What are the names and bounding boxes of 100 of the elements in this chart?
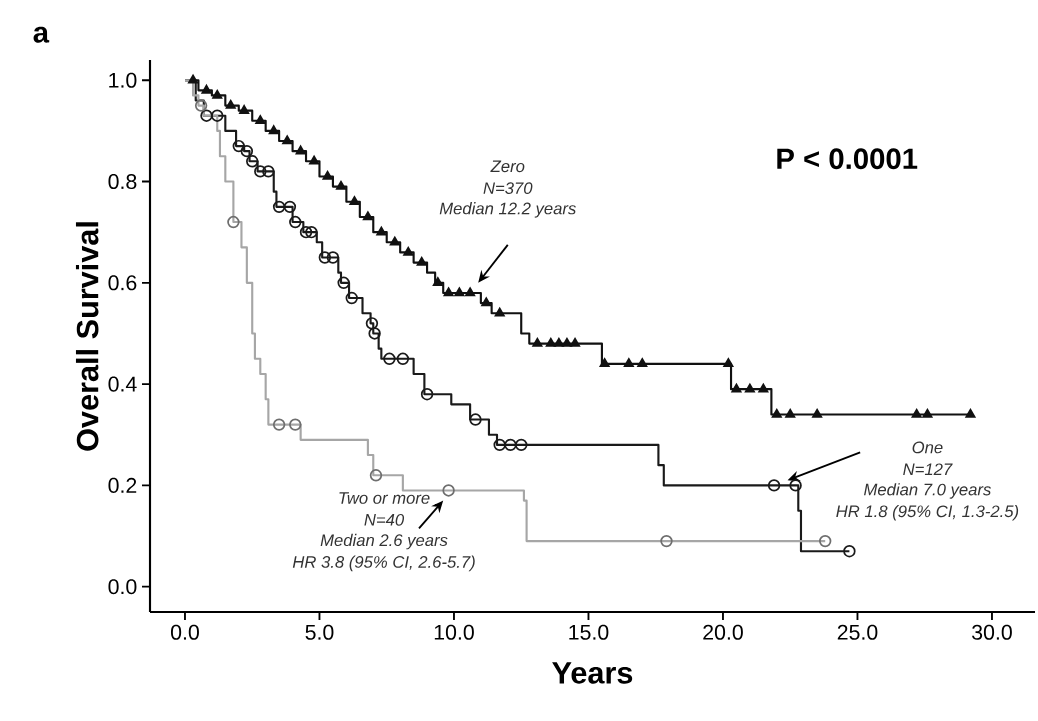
point bbox=[268, 125, 279, 135]
y-tick-label: 1.0 bbox=[109, 72, 137, 88]
point bbox=[561, 337, 572, 347]
point bbox=[389, 236, 400, 246]
x-tick-label: 30.0 bbox=[972, 624, 1012, 640]
point bbox=[553, 337, 564, 347]
annotation: HR 3.8 (95% CI, 2.6-5.7) bbox=[292, 555, 475, 572]
point bbox=[420, 388, 434, 401]
y-tick-label: 0.8 bbox=[108, 173, 137, 190]
point bbox=[295, 145, 306, 155]
point bbox=[239, 104, 250, 114]
point bbox=[442, 484, 455, 497]
point bbox=[246, 155, 259, 168]
point bbox=[200, 109, 213, 122]
x-tick-label: 15.0 bbox=[569, 624, 609, 640]
point bbox=[454, 287, 465, 297]
point bbox=[369, 469, 383, 482]
point bbox=[349, 196, 360, 206]
y-tick-label: 0.6 bbox=[108, 275, 137, 291]
point bbox=[965, 408, 976, 418]
point bbox=[403, 246, 414, 256]
y-tick-label: 0.2 bbox=[108, 477, 137, 493]
point bbox=[416, 256, 427, 266]
annotation: P < 0.0001 bbox=[777, 148, 918, 170]
point bbox=[481, 297, 492, 307]
point bbox=[789, 479, 802, 492]
point bbox=[262, 165, 275, 178]
point bbox=[599, 358, 610, 368]
y-tick-label: 0.0 bbox=[108, 579, 137, 595]
point bbox=[254, 165, 267, 178]
point bbox=[443, 287, 454, 297]
point bbox=[785, 408, 796, 418]
y-axis-title: Overall Survival bbox=[75, 222, 99, 451]
point bbox=[305, 225, 318, 239]
x-tick-label: 5.0 bbox=[305, 624, 334, 640]
point bbox=[744, 383, 755, 393]
x-tick-label: 25.0 bbox=[837, 624, 878, 640]
point bbox=[283, 200, 297, 214]
point bbox=[299, 225, 313, 239]
point bbox=[318, 251, 332, 264]
annotation: Median 7.0 years bbox=[864, 483, 991, 499]
x-tick-label: 20.0 bbox=[703, 624, 743, 640]
x-tick-label: 0.0 bbox=[170, 624, 199, 640]
point bbox=[212, 89, 223, 99]
point bbox=[569, 337, 581, 347]
point bbox=[225, 99, 236, 109]
point bbox=[493, 438, 506, 452]
point bbox=[289, 418, 302, 431]
point bbox=[432, 277, 443, 287]
point bbox=[345, 291, 358, 305]
point bbox=[194, 99, 208, 112]
point bbox=[469, 413, 482, 426]
point bbox=[767, 479, 781, 492]
point bbox=[532, 337, 543, 347]
point bbox=[812, 408, 823, 418]
point bbox=[272, 418, 286, 431]
chart-title: a bbox=[33, 26, 50, 43]
point bbox=[723, 358, 734, 368]
point bbox=[335, 180, 347, 190]
point bbox=[211, 109, 224, 122]
point bbox=[660, 534, 673, 548]
annotation: Zero bbox=[490, 160, 525, 173]
point bbox=[240, 144, 254, 158]
point bbox=[465, 287, 476, 297]
point bbox=[396, 352, 410, 365]
point bbox=[818, 534, 832, 548]
annotation: HR 1.8 (95% CI, 1.3-2.5) bbox=[836, 504, 1019, 521]
point bbox=[515, 438, 528, 452]
x-tick-label: 10.0 bbox=[434, 624, 474, 640]
point bbox=[365, 317, 379, 330]
point bbox=[911, 408, 922, 418]
point bbox=[494, 307, 505, 317]
point bbox=[623, 358, 634, 368]
point bbox=[232, 139, 245, 153]
point bbox=[504, 438, 517, 452]
annotation: N=127 bbox=[903, 463, 953, 476]
point bbox=[201, 84, 212, 94]
x-axis-title: Years bbox=[552, 662, 633, 684]
annotation: N=40 bbox=[364, 513, 405, 526]
point bbox=[255, 115, 266, 125]
point bbox=[637, 358, 648, 368]
annotation: Two or more bbox=[339, 492, 430, 504]
point bbox=[227, 215, 240, 229]
annotation: N=370 bbox=[483, 182, 533, 195]
annotation: Median 2.6 years bbox=[320, 533, 448, 550]
annotation: One bbox=[912, 441, 943, 454]
point bbox=[272, 200, 286, 214]
point bbox=[545, 337, 556, 347]
point bbox=[771, 408, 782, 418]
point bbox=[731, 383, 742, 393]
point bbox=[843, 545, 856, 558]
point bbox=[322, 170, 333, 180]
point bbox=[383, 352, 396, 365]
point bbox=[376, 226, 387, 236]
point bbox=[289, 215, 302, 229]
point bbox=[309, 155, 320, 165]
point bbox=[337, 276, 350, 290]
point bbox=[188, 74, 199, 84]
point bbox=[922, 408, 933, 418]
point bbox=[282, 135, 293, 145]
